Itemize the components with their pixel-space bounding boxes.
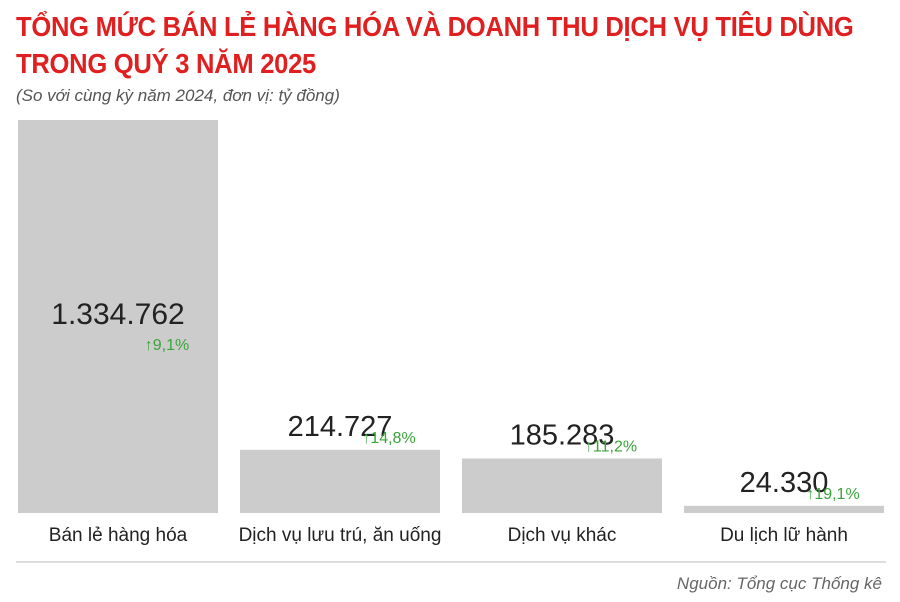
bar-4 <box>684 505 884 513</box>
value-label-3: 185.283 <box>510 419 615 451</box>
growth-label-3: ↑11,2% <box>585 438 637 455</box>
source-note: Nguồn: Tổng cục Thống kê <box>676 574 882 593</box>
bar-1 <box>18 120 218 513</box>
bar-3 <box>462 458 662 513</box>
category-label-3: Dịch vụ khác <box>508 525 617 546</box>
category-label-2: Dịch vụ lưu trú, ăn uống <box>239 525 442 546</box>
growth-label-2: ↑14,8% <box>362 430 415 447</box>
chart-subtitle: (So với cùng kỳ năm 2024, đơn vị: tỷ đồn… <box>16 86 340 105</box>
growth-label-4: ↑19,1% <box>806 486 859 503</box>
growth-label-1: ↑9,1% <box>145 337 189 354</box>
value-label-4: 24.330 <box>740 467 829 499</box>
chart-title: TỔNG MỨC BÁN LẺ HÀNG HÓA VÀ DOANH THU DỊ… <box>16 8 854 82</box>
chart-title-line-1: TỔNG MỨC BÁN LẺ HÀNG HÓA VÀ DOANH THU DỊ… <box>16 11 854 42</box>
value-label-1: 1.334.762 <box>51 298 184 331</box>
category-label-1: Bán lẻ hàng hóa <box>49 525 188 546</box>
bar-2 <box>240 449 440 513</box>
category-label-4: Du lịch lữ hành <box>720 525 848 546</box>
chart-title-line-2: TRONG QUÝ 3 NĂM 2025 <box>16 48 316 79</box>
value-label-2: 214.727 <box>288 411 393 443</box>
